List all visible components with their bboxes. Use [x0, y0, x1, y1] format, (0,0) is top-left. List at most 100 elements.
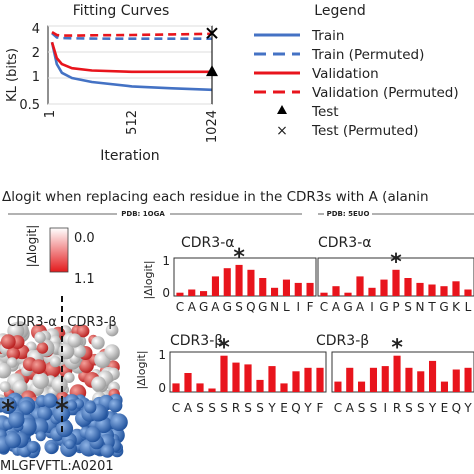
bar — [392, 269, 400, 296]
colorbar-label: |Δlogit| — [25, 225, 39, 268]
residue-tick-label: S — [417, 401, 425, 415]
residue-tick-label: G — [379, 300, 388, 314]
y-tick-label: 1 — [32, 70, 40, 85]
legend: Legend Train Train (Permuted) Validation… — [254, 3, 459, 139]
residue-tick-label: A — [332, 300, 341, 314]
residue-tick-label: A — [356, 300, 365, 314]
bar — [332, 286, 340, 296]
bar — [244, 364, 252, 392]
molecule-spheres — [0, 321, 128, 459]
molecule-sphere — [26, 441, 39, 454]
residue-tick-label: G — [439, 300, 448, 314]
x-tick-label: 512 — [125, 110, 140, 135]
residue-tick-label: E — [441, 401, 449, 415]
molecule-sphere — [55, 419, 74, 438]
residue-tick-label: R — [393, 401, 401, 415]
bar — [211, 276, 219, 296]
residue-tick-label: R — [232, 401, 240, 415]
bar — [316, 367, 324, 392]
bar — [196, 383, 204, 392]
colorbar-gradient — [49, 227, 69, 273]
residue-tick-label: G — [199, 300, 208, 314]
molecule-sphere — [63, 372, 75, 383]
molecule-sphere — [18, 400, 34, 415]
panel-title: CDR3-α — [318, 235, 371, 251]
panel-bars: C A G A G S*Q G N L I F — [176, 245, 314, 314]
residue-tick-label: A — [211, 300, 220, 314]
bar — [259, 278, 267, 296]
panel-frame — [331, 351, 474, 393]
molecule-sphere — [0, 396, 17, 414]
panel-y-tick: 0 — [162, 286, 170, 300]
molecule-sphere — [0, 362, 12, 379]
bar — [381, 366, 389, 392]
bar — [380, 279, 388, 296]
bar — [294, 282, 302, 296]
residue-tick-label: G — [223, 300, 232, 314]
residue-tick-label: F — [307, 300, 314, 314]
bar — [176, 292, 184, 296]
molecule-sphere — [45, 442, 58, 454]
molecule-sphere — [35, 431, 46, 442]
panel-y-tick: 1 — [162, 254, 170, 268]
panel-title: CDR3-β — [316, 333, 369, 349]
residue-tick-label: S — [235, 300, 243, 314]
bar — [416, 282, 424, 296]
panel-title: CDR3-α — [181, 235, 234, 251]
residue-tick-label: E — [280, 401, 288, 415]
bar — [369, 367, 377, 392]
x-tick-label: 1 — [43, 110, 58, 118]
bar — [306, 282, 314, 296]
residue-tick-label: I — [370, 300, 374, 314]
molecule-sphere — [91, 336, 105, 350]
residue-tick-label: S — [256, 401, 264, 415]
residue-tick-label: S — [244, 401, 252, 415]
asterisk-icon: * — [233, 245, 245, 270]
residue-tick-label: Q — [452, 401, 461, 415]
molecule-sphere — [104, 344, 120, 360]
bar — [440, 286, 448, 296]
bar — [356, 276, 364, 296]
bar — [368, 287, 376, 296]
asterisk-icon: * — [390, 250, 402, 275]
panel-y-axis-label: |Δlogit| — [135, 350, 148, 389]
bar — [440, 381, 448, 392]
y-tick-label: 4 — [32, 22, 40, 37]
bar — [417, 371, 425, 392]
residue-tick-label: N — [416, 300, 425, 314]
structure-alpha-label: CDR3-α — [7, 315, 57, 330]
fitting-title: Fitting Curves — [73, 3, 170, 19]
bar-panel-beta-5euo: CDR3-β C A S S I R*S S Y E Q Y — [316, 333, 474, 415]
residue-bar-panels: CDR3-α |Δlogit| 1 0 C A G A G S*Q G N L I F CDR3-α… — [135, 235, 474, 415]
molecule-sphere — [108, 398, 123, 413]
residue-tick-label: S — [358, 401, 366, 415]
molecule-sphere — [49, 356, 62, 368]
bar — [404, 278, 412, 296]
residue-tick-label: C — [176, 300, 184, 314]
bar — [235, 264, 243, 296]
molecule-sphere — [67, 333, 82, 348]
bar — [429, 360, 437, 392]
bar — [320, 292, 328, 296]
residue-tick-label: A — [346, 401, 355, 415]
bar-panel-beta-1oga: CDR3-β |Δlogit| 1 0 C A S S S*R S S Y E Q Y F — [135, 333, 327, 415]
residue-tick-label: I — [384, 401, 388, 415]
residue-tick-label: F — [317, 401, 324, 415]
legend-label-validation: Validation — [312, 66, 379, 82]
pdb-right-label: PDB: 5EUO — [327, 210, 370, 218]
molecule-sphere — [4, 432, 22, 449]
residue-tick-label: L — [283, 300, 290, 314]
residue-tick-label: C — [334, 401, 342, 415]
residue-tick-label: Q — [291, 401, 300, 415]
colorbar-max-label: 0.0 — [74, 231, 95, 246]
molecule-sphere — [100, 444, 115, 458]
molecule-sphere — [37, 405, 53, 421]
residue-tick-label: N — [270, 300, 279, 314]
residue-tick-label: S — [208, 401, 216, 415]
bar — [464, 367, 472, 392]
bar — [464, 289, 472, 296]
bar — [200, 291, 208, 296]
panel-frame — [173, 257, 317, 297]
residue-tick-label: S — [196, 401, 204, 415]
